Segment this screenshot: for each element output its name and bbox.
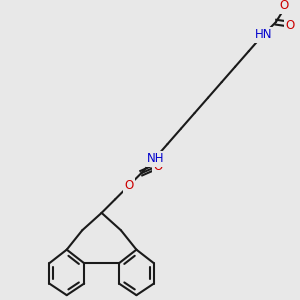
Text: HN: HN <box>254 28 272 41</box>
Text: O: O <box>279 0 288 12</box>
Text: O: O <box>124 179 133 192</box>
Text: NH: NH <box>147 152 164 165</box>
Text: O: O <box>286 19 295 32</box>
Text: O: O <box>153 160 162 173</box>
